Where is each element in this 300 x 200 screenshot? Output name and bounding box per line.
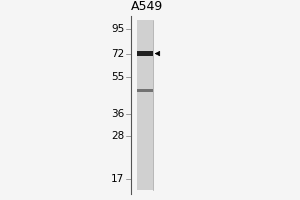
Text: 95: 95: [111, 24, 124, 34]
Text: 28: 28: [111, 131, 124, 141]
Text: 36: 36: [111, 109, 124, 119]
Text: A549: A549: [131, 0, 163, 13]
Text: 72: 72: [111, 49, 124, 59]
Text: 55: 55: [111, 72, 124, 82]
Text: 17: 17: [111, 174, 124, 184]
Bar: [136, 89, 153, 92]
Bar: [136, 51, 153, 56]
Bar: [136, 20, 153, 190]
